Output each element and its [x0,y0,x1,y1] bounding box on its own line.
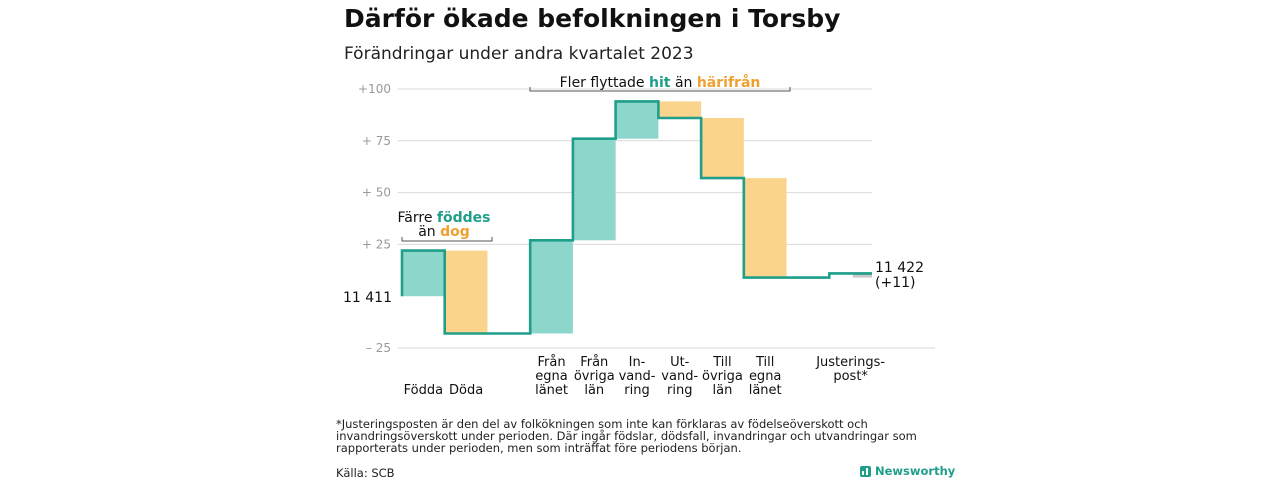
brand-logo: Newsworthy [860,464,955,478]
x-category-label-line: ring [624,383,649,398]
x-category-label-line: Från [537,355,565,370]
births-deaths-annotation: Färre föddes än dog [398,210,493,242]
y-tick-label: + 50 [362,186,391,200]
x-category-label: Till egna länet [749,355,782,398]
x-category-label: In-vand-ring [619,355,656,398]
x-category-label: Justerings-post* [815,355,885,384]
x-category-label-line: länet [749,383,782,398]
waterfall-bar [852,273,872,278]
newsworthy-icon [860,465,871,477]
x-category-label-line: län [584,383,604,398]
x-category-label-line: övriga [702,369,743,384]
svg-text:än dog: än dog [418,224,470,240]
x-category-label-line: In- [629,355,646,370]
y-tick-label: – 25 [366,341,391,355]
x-category-label: Från övriga län [574,355,615,398]
source-label: Källa: SCB [336,466,395,480]
waterfall-bar [402,250,445,297]
x-category-label-line: övriga [574,369,615,384]
end-change-label: (+11) [875,275,915,291]
waterfall-bar [572,138,616,241]
waterfall-bar [701,118,744,179]
move-harifran: härifrån [697,74,761,91]
chart-subtitle: Förändringar under andra kvartalet 2023 [344,44,694,64]
grid-layer: +100 + 75 + 50 + 25 – 25 [358,82,935,355]
x-category-label-line: Till [755,355,774,370]
footnote: *Justeringsposten är den del av folkökni… [336,417,917,455]
start-value-label: 11 411 [343,290,392,306]
births-bracket [401,237,493,242]
chart-title: Därför ökade befolkningen i Torsby [344,4,841,33]
x-category-label-line: län [713,383,733,398]
waterfall-bar [658,101,702,119]
x-category-label-line: Födda [404,383,443,398]
bars-layer [402,101,872,334]
x-category-label: Från egna länet [535,355,568,398]
waterfall-bar [615,101,659,139]
move-prefix: Fler flyttade [560,75,645,91]
line-layer [400,100,872,335]
births-word: föddes [437,210,491,226]
x-category-label-line: ring [667,383,692,398]
x-category-label-line: Justerings- [815,355,885,370]
waterfall-bar [743,178,787,278]
x-category-label-line: vand- [619,369,656,384]
x-category-label-line: Döda [449,383,483,398]
x-category-label: Födda [404,383,443,398]
deaths-word: dog [440,224,470,240]
migration-bracket [529,87,791,92]
x-category-label-line: post* [833,369,868,384]
x-category-label: Till övriga län [702,355,743,398]
y-tick-label: + 75 [362,134,391,148]
move-middle: än [675,75,692,91]
x-category-label-line: egna [749,369,781,384]
waterfall-bar [530,240,573,334]
running-total-line [400,100,872,335]
x-category-label: Döda [449,383,483,398]
migration-annotation: Fler flyttade hit än härifrån [529,74,791,92]
y-tick-label: +100 [358,82,391,96]
end-value-label: 11 422 [875,260,924,276]
brand-name: Newsworthy [875,464,956,478]
x-category-label-line: Till [712,355,731,370]
y-tick-label: + 25 [362,237,391,251]
x-category-label-line: Ut- [670,355,690,370]
x-category-label-line: egna [535,369,567,384]
x-category-label-line: länet [535,383,568,398]
waterfall-bar [444,250,488,334]
move-hit: hit [649,75,671,91]
x-category-label-line: Från [580,355,608,370]
births-middle: än [418,224,435,240]
svg-text:Fler flyttade hit: Fler flyttade hit än härifrån [560,74,761,91]
svg-text:Färre föddes: Färre föddes [398,210,491,226]
births-prefix: Färre [398,210,433,226]
x-category-label: Ut-vand-ring [661,355,698,398]
x-category-label-line: vand- [661,369,698,384]
